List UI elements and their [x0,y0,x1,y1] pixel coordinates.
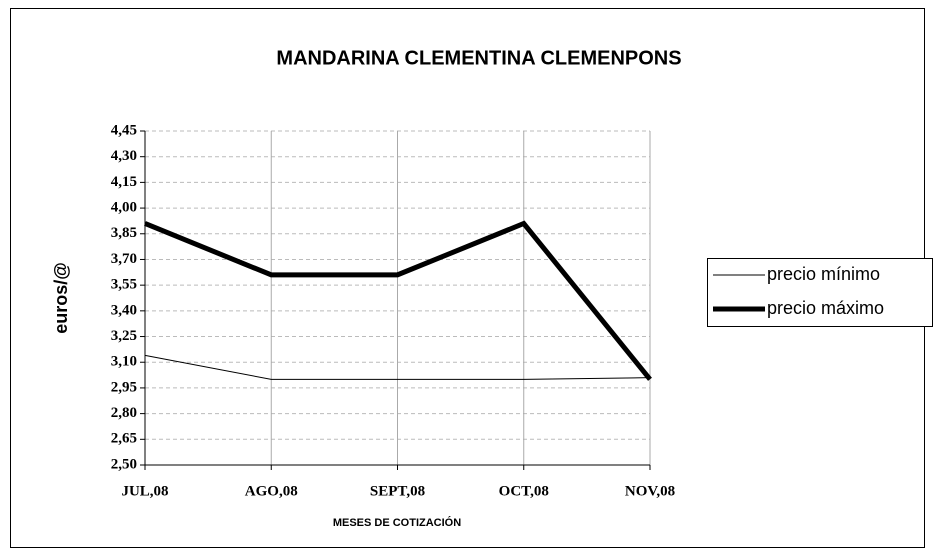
x-tick-label: SEPT,08 [370,483,425,499]
y-tick-label: 2,80 [111,405,137,421]
legend-label: precio mínimo [767,264,880,284]
legend-box [707,258,933,327]
series-line [144,220,652,381]
x-tick-label: JUL,08 [121,483,168,499]
y-tick-label: 3,85 [111,225,137,241]
series-line [144,354,651,380]
legend-label: precio máximo [767,298,884,318]
x-tick-label: AGO,08 [245,483,298,499]
y-tick-label: 3,10 [111,354,137,370]
y-tick-label: 2,50 [111,456,137,472]
y-tick-label: 4,30 [111,148,137,164]
y-axis-label: euros/@ [51,262,71,334]
y-tick-label: 4,15 [111,174,137,190]
chart-title: MANDARINA CLEMENTINA CLEMENPONS [276,47,681,69]
y-tick-label: 4,45 [111,122,137,138]
y-tick-label: 3,25 [111,328,137,344]
y-tick-label: 3,70 [111,251,137,267]
x-tick-label: OCT,08 [499,483,549,499]
y-tick-label: 3,55 [111,277,137,293]
x-axis-label: MESES DE COTIZACIÓN [333,516,461,529]
y-tick-label: 3,40 [111,302,137,318]
y-tick-label: 4,00 [111,200,137,216]
y-tick-label: 2,65 [111,431,137,447]
y-tick-label: 2,95 [111,379,137,395]
x-tick-label: NOV,08 [625,483,675,499]
